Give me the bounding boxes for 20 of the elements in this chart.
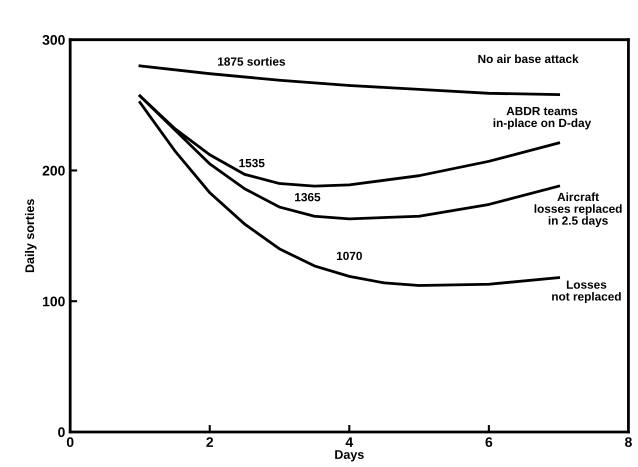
annotation: 1365 [295, 192, 320, 202]
y-tick-label: 0 [58, 427, 65, 438]
annotation: No air base attack [478, 54, 579, 64]
x-tick-label: 6 [486, 437, 492, 448]
x-tick-label: 0 [66, 437, 74, 448]
x-tick-label: 4 [346, 437, 354, 447]
y-tick-label: 100 [43, 296, 65, 306]
x-tick-label: 8 [625, 437, 632, 448]
x-axis-title: Days [335, 450, 364, 462]
y-tick-label: 200 [42, 166, 65, 176]
annotation: Losses not replaced [552, 280, 621, 303]
x-tick-label: 2 [206, 437, 214, 447]
y-tick-label: 300 [42, 35, 65, 45]
annotation: ABDR teams in-place on D-day [494, 106, 592, 130]
annotation: 1875 sorties [218, 57, 286, 66]
y-axis-title: Daily sorties [24, 199, 37, 272]
line-series [138, 64, 560, 96]
annotation: 1535 [239, 158, 265, 168]
annotation: Aircraft losses replaced in 2.5 days [534, 192, 622, 228]
annotation: 1070 [336, 252, 362, 260]
